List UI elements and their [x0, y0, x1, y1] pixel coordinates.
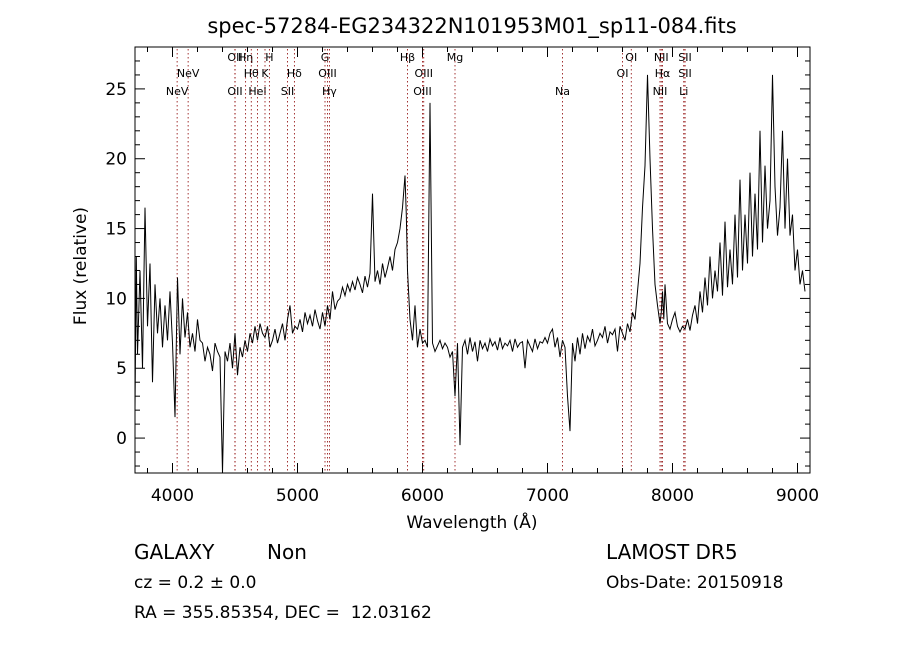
line-label-13: Hγ — [322, 85, 337, 98]
line-label-14: Hβ — [400, 51, 415, 64]
chart-title: spec-57284-EG234322N101953M01_sp11-084.f… — [207, 14, 736, 39]
y-tick-label-2: 10 — [105, 289, 127, 309]
line-label-10: Hδ — [287, 67, 302, 80]
line-label-21: NII — [654, 51, 669, 64]
y-tick-label-4: 20 — [105, 150, 127, 170]
y-tick-label-1: 5 — [116, 359, 127, 379]
line-label-3: OII — [227, 85, 242, 98]
x-axis-ticks: 4000 5000 6000 7000 8000 9000 — [147, 47, 819, 506]
line-label-15: OIII — [415, 67, 433, 80]
line-label-6: HeI — [248, 85, 266, 98]
x-tick-label-3: 7000 — [526, 486, 569, 506]
x-axis-label: Wavelength (Å) — [406, 511, 537, 533]
y-axis-label: Flux (relative) — [71, 207, 91, 325]
x-tick-label-1: 5000 — [276, 486, 319, 506]
line-label-23: NII — [653, 85, 668, 98]
line-label-9: SII — [281, 85, 294, 98]
object-class: GALAXY — [134, 540, 215, 564]
x-tick-label-0: 4000 — [151, 486, 194, 506]
line-label-16: OIII — [413, 85, 431, 98]
line-label-22: Hα — [655, 67, 671, 80]
line-label-7: K — [261, 67, 269, 80]
y-tick-label-5: 25 — [105, 80, 127, 100]
line-label-11: G — [321, 51, 330, 64]
spectrum-series-line — [134, 74, 806, 474]
x-tick-label-5: 9000 — [776, 486, 819, 506]
y-tick-label-0: 0 — [116, 429, 127, 449]
redshift-cz: cz = 0.2 ± 0.0 — [134, 573, 257, 593]
line-label-5: Hθ — [244, 67, 259, 80]
spectral-line-markers: NeVNeVOIIOIIHηHθHeIKHSIIHδGOIIIHγHβOIIIO… — [166, 49, 692, 473]
line-label-4: Hη — [238, 51, 253, 64]
x-tick-label-4: 8000 — [651, 486, 694, 506]
x-tick-label-2: 6000 — [401, 486, 444, 506]
line-label-12: OIII — [318, 67, 336, 80]
y-tick-label-3: 15 — [105, 220, 127, 240]
line-label-20: OI — [617, 67, 629, 80]
line-label-8: H — [265, 51, 273, 64]
survey-name: LAMOST DR5 — [606, 540, 738, 564]
plot-frame — [134, 46, 811, 474]
observation-date: Obs-Date: 20150918 — [606, 573, 784, 593]
line-label-19: OI — [625, 51, 637, 64]
line-label-1: NeV — [177, 67, 200, 80]
line-label-26: Li — [679, 85, 688, 98]
y-axis-ticks: 0 5 10 15 20 25 — [105, 60, 810, 467]
coordinates: RA = 355.85354, DEC = 12.03162 — [134, 603, 432, 623]
line-label-25: SII — [678, 67, 691, 80]
line-label-18: Na — [555, 85, 570, 98]
line-label-17: Mg — [447, 51, 463, 64]
line-label-0: NeV — [166, 85, 189, 98]
object-subclass: Non — [267, 540, 307, 564]
